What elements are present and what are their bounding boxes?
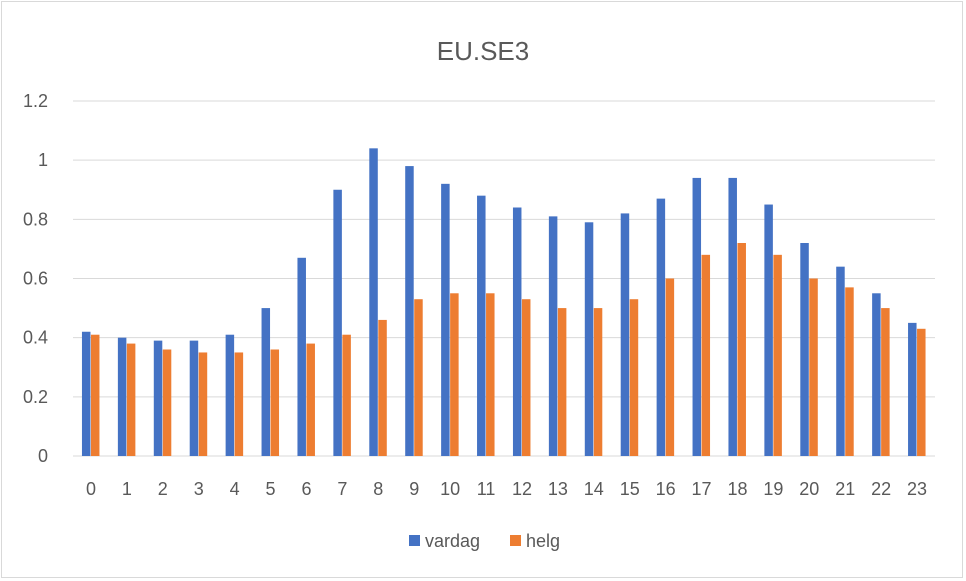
bar-vardag bbox=[656, 198, 666, 456]
x-tick-label: 8 bbox=[373, 479, 383, 499]
y-tick-label: 1 bbox=[38, 150, 48, 170]
bar-helg bbox=[414, 299, 423, 456]
y-tick-label: 0 bbox=[38, 446, 48, 466]
bar-vardag bbox=[800, 243, 809, 456]
bar-vardag bbox=[872, 293, 881, 456]
bar-vardag bbox=[369, 148, 378, 457]
x-tick-label: 0 bbox=[86, 479, 96, 499]
legend-label-vardag: vardag bbox=[425, 531, 480, 551]
x-tick-label: 21 bbox=[835, 479, 855, 499]
bar-vardag bbox=[153, 340, 163, 456]
bar-helg bbox=[773, 254, 782, 456]
bar-vardag bbox=[189, 340, 199, 456]
bar-helg bbox=[126, 343, 136, 456]
y-tick-label: 0.4 bbox=[23, 328, 48, 348]
bar-helg bbox=[845, 287, 854, 456]
x-tick-label: 9 bbox=[409, 479, 419, 499]
x-tick-label: 16 bbox=[656, 479, 676, 499]
x-tick-label: 12 bbox=[512, 479, 532, 499]
x-tick-label: 23 bbox=[907, 479, 927, 499]
bar-vardag bbox=[405, 166, 414, 457]
legend-swatch-vardag bbox=[409, 535, 420, 546]
bar-helg bbox=[198, 352, 208, 456]
bar-helg bbox=[917, 328, 926, 456]
bar-helg bbox=[629, 299, 639, 456]
y-tick-label: 0.8 bbox=[23, 209, 48, 229]
x-tick-label: 13 bbox=[548, 479, 568, 499]
bar-vardag bbox=[728, 177, 737, 456]
bar-helg bbox=[737, 243, 746, 456]
bar-helg bbox=[557, 308, 567, 456]
y-tick-label: 0.2 bbox=[23, 387, 48, 407]
bar-vardag bbox=[477, 195, 486, 456]
bar-vardag bbox=[441, 183, 450, 457]
x-tick-label: 6 bbox=[301, 479, 311, 499]
x-tick-label: 11 bbox=[477, 479, 496, 499]
bar-vardag bbox=[764, 204, 773, 456]
x-tick-label: 4 bbox=[230, 479, 240, 499]
bar-vardag bbox=[117, 337, 127, 456]
bar-helg bbox=[306, 343, 315, 456]
legend-label-helg: helg bbox=[526, 531, 560, 551]
bar-helg bbox=[90, 334, 100, 456]
bar-helg bbox=[665, 278, 675, 456]
legend-swatch-helg bbox=[510, 535, 521, 546]
bar-vardag bbox=[512, 207, 522, 456]
x-tick-label: 1 bbox=[122, 479, 132, 499]
bar-helg bbox=[881, 308, 890, 456]
x-tick-label: 2 bbox=[158, 479, 168, 499]
bar-helg bbox=[521, 299, 531, 456]
bar-vardag bbox=[836, 266, 845, 456]
x-tick-label: 5 bbox=[266, 479, 276, 499]
bar-helg bbox=[809, 278, 818, 456]
bar-vardag bbox=[548, 216, 558, 456]
bar-helg bbox=[378, 319, 387, 456]
bar-vardag bbox=[620, 213, 630, 456]
bar-vardag bbox=[261, 308, 271, 456]
x-tick-label: 14 bbox=[584, 479, 604, 499]
x-tick-label: 7 bbox=[337, 479, 347, 499]
bar-vardag bbox=[297, 257, 306, 456]
x-tick-label: 3 bbox=[194, 479, 204, 499]
x-tick-label: 17 bbox=[692, 479, 712, 499]
bar-vardag bbox=[908, 322, 917, 456]
x-tick-label: 19 bbox=[763, 479, 783, 499]
bar-vardag bbox=[333, 189, 342, 456]
bar-helg bbox=[270, 349, 280, 456]
y-tick-label: 1.2 bbox=[23, 91, 48, 111]
bar-helg bbox=[486, 293, 495, 456]
bar-helg bbox=[593, 308, 603, 456]
bar-vardag bbox=[81, 331, 91, 456]
y-tick-label: 0.6 bbox=[23, 269, 48, 289]
bar-helg bbox=[162, 349, 172, 456]
bar-helg bbox=[701, 254, 711, 456]
x-tick-label: 22 bbox=[871, 479, 891, 499]
bar-helg bbox=[450, 293, 459, 456]
bar-vardag bbox=[692, 177, 702, 456]
x-tick-label: 20 bbox=[799, 479, 819, 499]
x-tick-label: 15 bbox=[620, 479, 640, 499]
x-tick-label: 10 bbox=[440, 479, 460, 499]
chart-title: EU.SE3 bbox=[437, 36, 530, 66]
bar-helg bbox=[234, 352, 244, 456]
bar-helg bbox=[342, 334, 351, 456]
bar-vardag bbox=[584, 222, 594, 456]
x-tick-label: 18 bbox=[727, 479, 747, 499]
bar-vardag bbox=[225, 334, 235, 456]
